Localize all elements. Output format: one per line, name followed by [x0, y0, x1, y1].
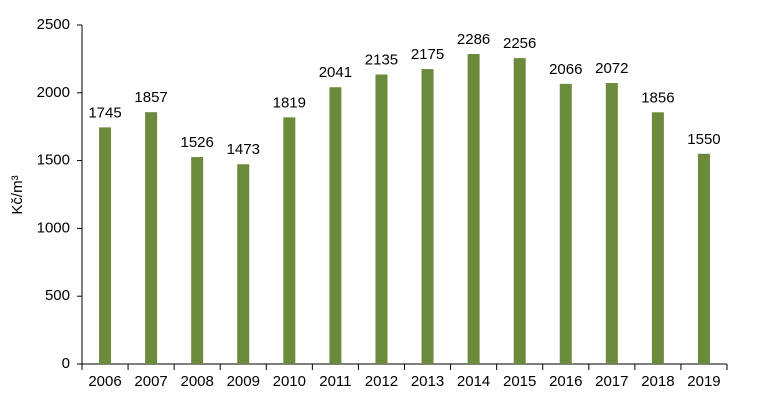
x-tick-label: 2006	[88, 373, 121, 390]
bar	[99, 127, 112, 365]
x-tick-label: 2008	[180, 373, 213, 390]
data-label: 2135	[365, 51, 398, 68]
bar	[421, 69, 434, 364]
bar	[467, 54, 480, 364]
bar	[605, 83, 618, 364]
y-tick-label: 2500	[37, 16, 70, 33]
data-label: 2066	[549, 61, 582, 78]
x-tick-label: 2010	[273, 373, 306, 390]
y-tick-label: 1500	[37, 152, 70, 169]
bar	[237, 164, 250, 364]
y-tick-label: 1000	[37, 219, 70, 236]
y-tick-label: 500	[45, 287, 70, 304]
data-label: 2286	[457, 31, 490, 48]
x-tick-label: 2017	[595, 373, 628, 390]
bar	[329, 87, 342, 364]
data-label: 1473	[227, 141, 260, 158]
x-tick-label: 2009	[227, 373, 260, 390]
x-tick-label: 2011	[319, 373, 351, 390]
bar	[651, 112, 664, 364]
bar	[697, 153, 710, 364]
x-tick-label: 2014	[457, 373, 490, 390]
data-label: 1857	[134, 89, 167, 106]
x-tick-label: 2012	[365, 373, 398, 390]
x-tick-label: 2013	[411, 373, 444, 390]
data-label: 1856	[641, 89, 674, 106]
data-label: 2175	[411, 46, 444, 63]
x-tick-label: 2015	[503, 373, 536, 390]
x-tick-label: 2016	[549, 373, 582, 390]
data-label: 1745	[88, 104, 121, 121]
y-axis-label: Kč/m³	[9, 175, 26, 214]
x-tick-label: 2007	[134, 373, 167, 390]
bar	[375, 74, 388, 364]
x-tick-label: 2018	[641, 373, 674, 390]
data-label: 2256	[503, 35, 536, 52]
x-tick-label: 2019	[687, 373, 720, 390]
bar	[283, 117, 296, 364]
y-tick-label: 0	[62, 355, 70, 372]
bar	[191, 157, 204, 364]
data-label: 2041	[319, 64, 352, 81]
data-label: 2072	[595, 60, 628, 77]
data-label: 1550	[687, 131, 720, 148]
bar	[559, 83, 572, 364]
bar	[145, 112, 158, 365]
bar	[513, 58, 526, 365]
data-label: 1526	[180, 134, 213, 151]
y-tick-label: 2000	[37, 84, 70, 101]
data-label: 1819	[273, 94, 306, 111]
